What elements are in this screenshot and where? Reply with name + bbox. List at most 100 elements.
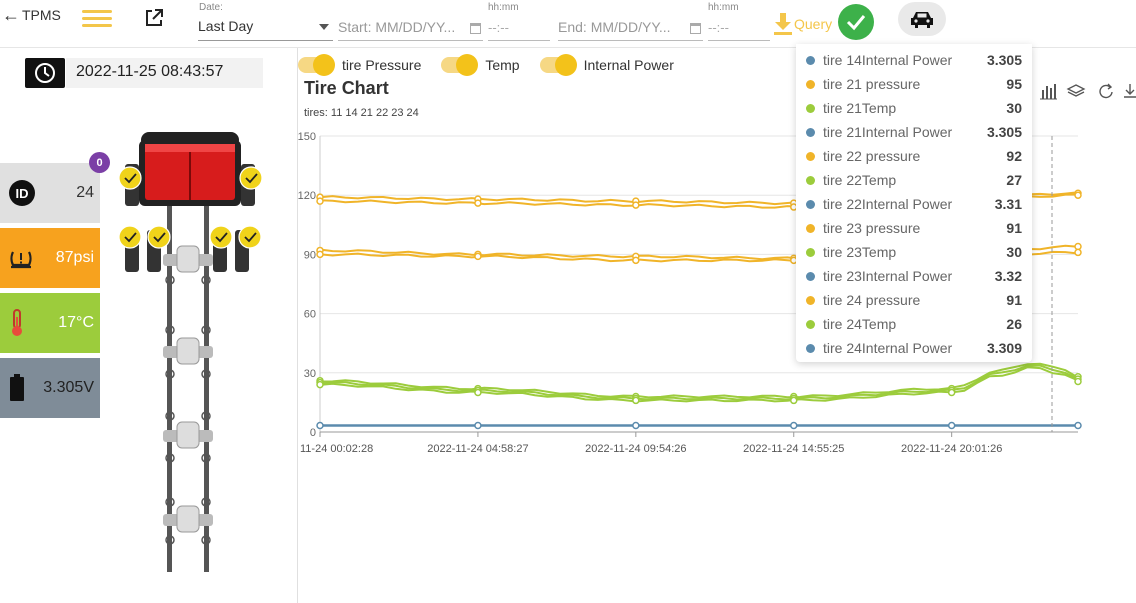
download-chart-icon[interactable] <box>1124 84 1136 98</box>
legend-toggle-temp[interactable]: Temp <box>441 54 520 76</box>
data-point[interactable] <box>474 388 482 397</box>
date-range-select[interactable]: Last Day <box>198 14 333 41</box>
voltage-value: 3.305V <box>43 379 94 396</box>
data-point[interactable] <box>474 252 482 261</box>
series-line-temp[interactable] <box>319 362 1079 399</box>
x-axis-ticks: 11-24 00:02:28 2022-11-24 04:58:27 2022-11… <box>300 432 1002 455</box>
tire-23[interactable] <box>209 225 233 272</box>
data-point[interactable] <box>632 201 640 209</box>
tire-14[interactable] <box>239 164 263 206</box>
pressure-card[interactable]: 87psi <box>0 228 100 288</box>
tire-22[interactable] <box>147 225 171 272</box>
clock-icon <box>35 63 55 83</box>
tire-24[interactable] <box>235 225 262 272</box>
tire-11[interactable] <box>118 164 142 206</box>
axle-4 <box>163 497 213 545</box>
series-dot-icon <box>806 247 815 257</box>
legend-toggle-power[interactable]: Internal Power <box>539 54 674 76</box>
toggle-switch-icon[interactable] <box>441 54 479 76</box>
tooltip-series-name: tire 22Internal Power <box>823 196 953 212</box>
data-point[interactable] <box>474 199 482 207</box>
axle-3 <box>163 411 213 463</box>
start-time-input[interactable]: --:-- <box>488 14 550 41</box>
truck-chassis-rails <box>167 202 209 572</box>
date-label: Date: <box>199 2 223 13</box>
tire-21[interactable] <box>118 225 142 272</box>
tire-id-card[interactable]: ID 24 <box>0 163 100 223</box>
car-icon <box>911 12 933 28</box>
x-tick-label: 2022-11-24 09:54:26 <box>585 443 686 455</box>
tooltip-row: tire 23Internal Power 3.32 <box>806 264 1022 288</box>
tooltip-series-name: tire 24Temp <box>823 316 897 332</box>
data-point[interactable] <box>790 396 798 405</box>
tooltip-row: tire 21Internal Power 3.305 <box>806 120 1022 144</box>
toggle-switch-icon[interactable] <box>539 54 577 76</box>
calendar-icon[interactable] <box>690 23 701 34</box>
confirm-button[interactable] <box>838 4 874 40</box>
data-point[interactable] <box>316 197 324 205</box>
start-date-input[interactable]: Start: MM/DD/YY... <box>338 14 483 41</box>
truck-cab <box>139 132 241 206</box>
x-tick-label: 2022-11-24 14:55:25 <box>743 443 844 455</box>
end-date-input[interactable]: End: MM/DD/YY... <box>558 14 703 41</box>
end-time-input[interactable]: --:-- <box>708 14 770 41</box>
data-point[interactable] <box>316 380 324 389</box>
data-point[interactable] <box>316 421 324 430</box>
data-point[interactable] <box>947 421 956 430</box>
chevron-down-icon <box>319 24 329 30</box>
tooltip-series-value: 3.32 <box>994 268 1022 284</box>
voltage-card[interactable]: 3.305V <box>0 358 100 418</box>
data-point[interactable] <box>790 421 798 430</box>
hamburger-menu-icon[interactable] <box>82 6 112 32</box>
y-tick-label: 120 <box>298 190 316 202</box>
data-point[interactable] <box>1074 191 1082 199</box>
left-panel: 2022-11-25 08:43:57 ID 24 0 87psi 17° <box>0 48 298 603</box>
tire-line-chart[interactable]: 150 120 90 60 30 0 11-24 00:02:28 2022-11-24 0… <box>298 120 1136 460</box>
axle-1 <box>163 245 213 285</box>
refresh-icon[interactable] <box>1099 83 1113 99</box>
tooltip-row: tire 21Temp 30 <box>806 96 1022 120</box>
toggle-switch-icon[interactable] <box>298 54 335 76</box>
last-update-datetime: 2022-11-25 08:43:57 <box>66 58 263 88</box>
chart-series[interactable] <box>316 189 1082 430</box>
tooltip-series-value: 27 <box>1006 172 1022 188</box>
vehicle-button[interactable] <box>898 2 946 36</box>
x-tick-label: 11-24 00:02:28 <box>300 443 373 455</box>
tooltip-series-name: tire 24Internal Power <box>823 340 953 356</box>
axle-2 <box>163 325 213 379</box>
top-bar: ← TPMS Date: Last Day Start: MM/DD/YY...… <box>0 0 1136 48</box>
tooltip-series-name: tire 21Internal Power <box>823 124 953 140</box>
tooltip-row: tire 21 pressure 95 <box>806 72 1022 96</box>
data-point[interactable] <box>474 421 482 430</box>
y-tick-label: 150 <box>298 131 316 143</box>
query-label: Query <box>794 16 833 32</box>
back-button[interactable]: ← TPMS <box>2 6 61 24</box>
tooltip-row: tire 22Temp 27 <box>806 168 1022 192</box>
data-point[interactable] <box>1074 242 1082 251</box>
series-dot-icon <box>806 55 815 65</box>
tooltip-series-value: 3.31 <box>994 196 1022 212</box>
legend-toggle-pressure[interactable]: tire Pressure <box>298 54 421 76</box>
series-dot-icon <box>806 79 815 89</box>
data-point[interactable] <box>1074 421 1082 430</box>
layers-icon[interactable] <box>1066 84 1086 97</box>
series-dot-icon <box>806 295 815 305</box>
temperature-card[interactable]: 17°C <box>0 293 100 353</box>
data-point[interactable] <box>1074 248 1082 257</box>
query-button[interactable]: Query <box>772 10 832 38</box>
truck-diagram[interactable] <box>115 130 275 590</box>
bar-chart-icon[interactable] <box>1040 84 1057 100</box>
chart-title: Tire Chart <box>304 78 389 98</box>
data-point[interactable] <box>632 256 640 265</box>
data-point[interactable] <box>632 396 640 405</box>
series-dot-icon <box>806 223 815 233</box>
data-point[interactable] <box>947 388 956 397</box>
data-point[interactable] <box>316 250 324 259</box>
calendar-icon[interactable] <box>470 23 481 34</box>
battery-icon <box>10 374 24 401</box>
series-dot-icon <box>806 175 815 185</box>
data-point[interactable] <box>632 421 640 430</box>
external-link-icon[interactable] <box>144 8 164 28</box>
series-line-temp[interactable] <box>319 364 1079 401</box>
data-point[interactable] <box>1074 377 1082 386</box>
